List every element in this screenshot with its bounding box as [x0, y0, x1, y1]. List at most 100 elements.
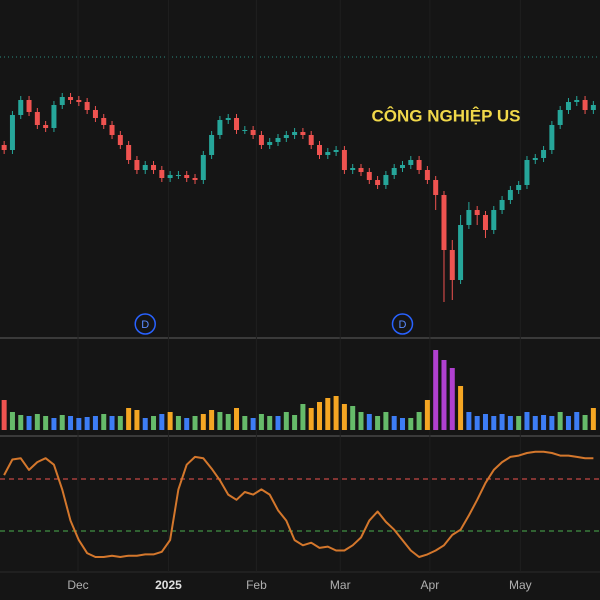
volume-bar: [242, 416, 248, 430]
volume-bar: [341, 404, 347, 430]
volume-bar: [109, 416, 115, 430]
volume-bar: [250, 418, 256, 430]
candle-body: [109, 125, 115, 135]
candle-body: [416, 160, 422, 170]
candle-body: [43, 125, 49, 128]
candle-body: [26, 100, 32, 112]
candle-body: [308, 135, 314, 145]
volume-bar: [18, 415, 24, 430]
candle-body: [532, 158, 538, 160]
volume-bar: [34, 414, 40, 430]
candle-body: [399, 165, 405, 168]
candle-body: [325, 152, 331, 155]
volume-bar: [225, 414, 231, 430]
candle-body: [524, 160, 530, 185]
volume-bar: [350, 406, 356, 430]
candle-body: [458, 225, 464, 280]
candle-body: [217, 120, 223, 135]
volume-bar: [101, 414, 107, 430]
candle-body: [516, 185, 522, 190]
candle-body: [250, 130, 256, 135]
candle-body: [499, 200, 505, 210]
x-tick-label: Dec: [67, 578, 88, 592]
chart-title: CÔNG NGHIỆP US: [372, 106, 521, 125]
candle-body: [9, 115, 15, 150]
x-tick-label: 2025: [155, 578, 182, 592]
x-tick-label: Apr: [421, 578, 440, 592]
candle-body: [167, 175, 173, 178]
candle-body: [441, 195, 447, 250]
volume-bar: [366, 414, 372, 430]
event-marker: [134, 313, 156, 335]
candle-body: [59, 97, 65, 105]
volume-bar: [26, 416, 32, 430]
candle-body: [34, 112, 40, 125]
volume-bar: [582, 415, 588, 430]
volume-bar: [76, 418, 82, 430]
volume-bar: [408, 418, 414, 430]
volume-bar: [391, 416, 397, 430]
candle-body: [507, 190, 513, 200]
candle-body: [101, 118, 107, 125]
volume-bar: [1, 400, 7, 430]
volume-bar: [308, 408, 314, 430]
volume-bar: [441, 360, 447, 430]
volume-bar: [399, 418, 405, 430]
candle-body: [474, 210, 480, 215]
volume-bar: [375, 416, 381, 430]
candle-body: [234, 118, 240, 130]
volume-bar: [482, 414, 488, 430]
candle-body: [84, 102, 90, 110]
x-tick-label: Mar: [330, 578, 351, 592]
volume-bar: [565, 416, 571, 430]
volume-bar: [175, 416, 181, 430]
volume-bar: [358, 412, 364, 430]
volume-bar: [549, 416, 555, 430]
volume-bar: [151, 416, 157, 430]
candle-body: [68, 97, 74, 100]
candle-body: [582, 100, 588, 110]
volume-bar: [383, 412, 389, 430]
candle-body: [366, 172, 372, 180]
volume-bar: [167, 412, 173, 430]
volume-bar: [317, 402, 323, 430]
candle-body: [565, 102, 571, 110]
volume-bar: [92, 416, 98, 430]
candle-body: [283, 135, 289, 138]
candle-body: [184, 175, 190, 178]
x-tick-label: Feb: [246, 578, 267, 592]
volume-bar: [142, 418, 148, 430]
volume-bar: [325, 398, 331, 430]
candle-body: [350, 168, 356, 170]
candle-body: [375, 180, 381, 185]
candle-body: [433, 180, 439, 195]
candle-body: [51, 105, 57, 128]
volume-bar: [557, 412, 563, 430]
candle-body: [482, 215, 488, 230]
candle-body: [151, 165, 157, 170]
candle-body: [92, 110, 98, 118]
event-marker-label: D: [399, 319, 407, 331]
volume-bar: [458, 386, 464, 430]
volume-bar: [209, 410, 215, 430]
volume-bar: [267, 416, 273, 430]
volume-bar: [43, 416, 49, 430]
candle-body: [142, 165, 148, 170]
volume-bar: [234, 408, 240, 430]
candle-body: [358, 168, 364, 172]
x-tick-label: May: [509, 578, 532, 592]
volume-bar: [499, 414, 505, 430]
volume-bar: [51, 418, 57, 430]
volume-bar: [159, 414, 165, 430]
candle-body: [275, 138, 281, 142]
volume-bar: [68, 416, 74, 430]
volume-bar: [292, 415, 298, 430]
volume-bar: [117, 416, 123, 430]
candle-body: [300, 132, 306, 135]
volume-bar: [9, 412, 15, 430]
volume-bar: [126, 408, 132, 430]
volume-bar: [416, 412, 422, 430]
candle-body: [192, 178, 198, 180]
